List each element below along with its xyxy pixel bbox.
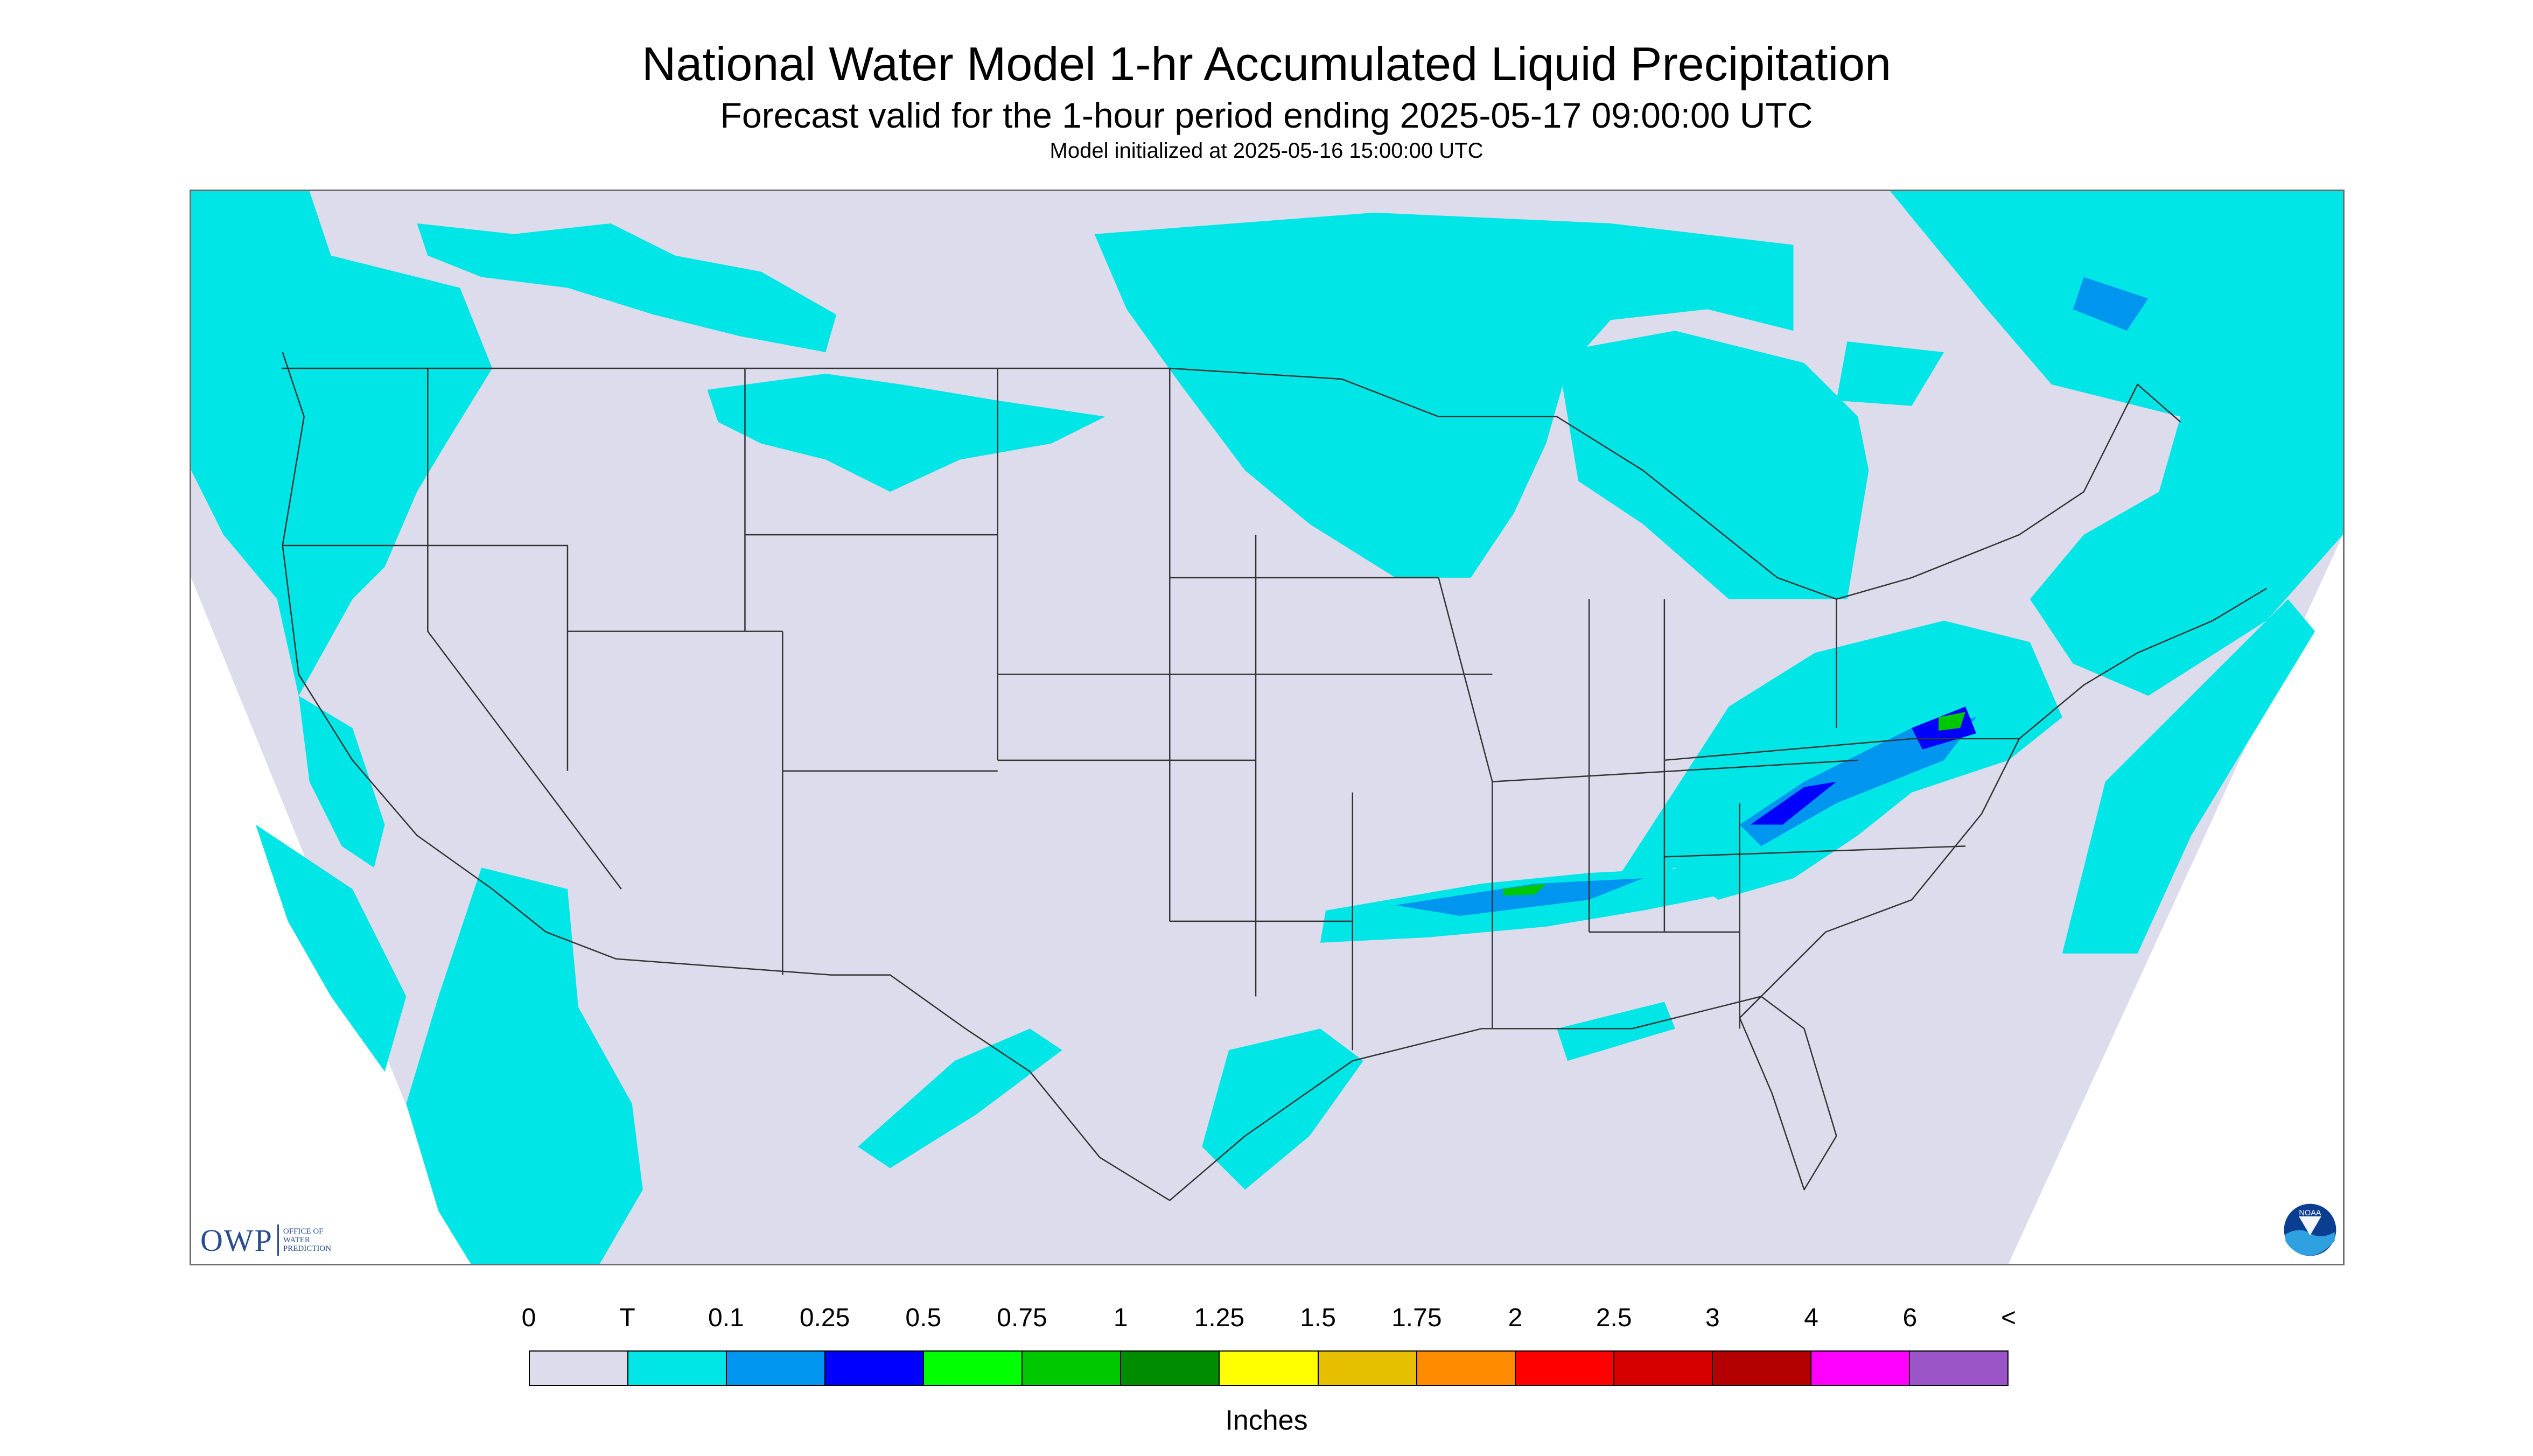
legend-unit: Inches bbox=[1225, 1405, 1308, 1436]
legend-label: 1 bbox=[1113, 1304, 1128, 1332]
legend-swatch bbox=[1909, 1352, 2007, 1385]
legend-swatch bbox=[924, 1352, 1023, 1385]
legend-swatch bbox=[1614, 1352, 1713, 1385]
legend-swatch bbox=[727, 1352, 826, 1385]
legend-label: 2 bbox=[1508, 1304, 1523, 1332]
legend-label: 0.75 bbox=[997, 1304, 1047, 1332]
legend-labels: 0 T 0.1 0.25 0.5 0.75 1 1.25 1.5 1.75 2 2.5 3 4 6 < bbox=[0, 1303, 2533, 1335]
precip-mod-ontario bbox=[2073, 277, 2149, 331]
noaa-logo-icon: NOAA bbox=[2282, 1202, 2338, 1258]
precip-atlantic-offshore bbox=[2062, 599, 2315, 954]
legend-swatch bbox=[1318, 1352, 1417, 1385]
model-init-note: Model initialized at 2025-05-16 15:00:00… bbox=[1049, 139, 1484, 163]
precip-mod-mid-atlantic bbox=[1739, 717, 1977, 846]
noaa-logo: NOAA bbox=[2282, 1202, 2338, 1258]
legend-swatch bbox=[1417, 1352, 1516, 1385]
owp-logo-text: OFFICE OF WATER PREDICTION bbox=[283, 1227, 331, 1253]
canada-us-border bbox=[281, 367, 2181, 600]
precip-pacific-northwest bbox=[191, 191, 493, 696]
owp-logo-letters: OWP bbox=[200, 1222, 273, 1258]
precip-idaho-montana-streaks bbox=[707, 373, 1105, 492]
precip-heavy-virginia bbox=[1750, 781, 1837, 825]
owp-logo-line2: WATER bbox=[283, 1236, 310, 1244]
map-canvas bbox=[191, 191, 2343, 1264]
legend-colorbar bbox=[529, 1350, 2009, 1386]
legend-label: 0 bbox=[521, 1304, 536, 1332]
legend-swatch bbox=[825, 1352, 925, 1385]
precip-ontario-streaks bbox=[1836, 341, 1944, 406]
precip-mod-southern-band bbox=[1395, 878, 1643, 916]
state-lines-west bbox=[282, 368, 1256, 975]
owp-logo-line3: PREDICTION bbox=[283, 1244, 332, 1253]
legend-swatch bbox=[1220, 1352, 1319, 1385]
legend-label: < bbox=[2000, 1304, 2017, 1332]
legend-swatch bbox=[1712, 1352, 1811, 1385]
precip-green-alabama bbox=[1503, 884, 1547, 896]
legend-label: 6 bbox=[1902, 1304, 1918, 1332]
precip-light-areas bbox=[191, 191, 2343, 1264]
owp-logo-divider bbox=[277, 1224, 279, 1256]
legend-swatch bbox=[628, 1352, 727, 1385]
legend-swatch bbox=[1023, 1352, 1122, 1385]
legend-swatch bbox=[1515, 1352, 1614, 1385]
owp-logo-line1: OFFICE OF bbox=[283, 1227, 324, 1236]
precip-green-chesapeake bbox=[1939, 712, 1966, 731]
legend-label: T bbox=[619, 1304, 635, 1332]
legend-swatch bbox=[1121, 1352, 1220, 1385]
legend-label: 3 bbox=[1705, 1304, 1720, 1332]
noaa-logo-text: NOAA bbox=[2299, 1209, 2321, 1217]
precip-green-areas bbox=[1503, 712, 1966, 896]
precip-mexico-streak bbox=[858, 1028, 1062, 1168]
legend-label: 2.5 bbox=[1596, 1304, 1632, 1332]
legend-swatch bbox=[530, 1352, 629, 1385]
west-coast bbox=[282, 352, 547, 933]
precip-great-lakes bbox=[1557, 331, 1869, 599]
legend-label: 1.5 bbox=[1300, 1304, 1336, 1332]
state-lines-central bbox=[1169, 368, 1858, 1051]
precip-pacific-south bbox=[255, 824, 407, 1072]
map-title: National Water Model 1-hr Accumulated Li… bbox=[641, 37, 1892, 90]
legend-swatch bbox=[1811, 1352, 1910, 1385]
state-lines-east bbox=[1588, 599, 2019, 1029]
precip-moderate-areas bbox=[1395, 277, 2149, 916]
precip-central-ca-coast bbox=[298, 696, 385, 868]
us-mexico-border bbox=[545, 931, 1170, 1201]
precip-gulf-coast-east bbox=[1557, 1002, 1675, 1061]
legend-label: 1.25 bbox=[1194, 1304, 1245, 1332]
owp-logo: OWP OFFICE OF WATER PREDICTION bbox=[200, 1221, 331, 1259]
legend-label: 0.5 bbox=[905, 1304, 942, 1332]
forecast-valid-subtitle: Forecast valid for the 1-hour period end… bbox=[720, 95, 1813, 135]
precip-baja-pacific bbox=[406, 867, 643, 1264]
precip-mid-atlantic-band bbox=[1611, 620, 2062, 900]
precip-upper-midwest-swirl bbox=[1094, 212, 1794, 578]
legend-label: 4 bbox=[1804, 1304, 1818, 1332]
precip-southeast-canada bbox=[1890, 191, 2343, 696]
legend-label: 0.1 bbox=[708, 1304, 744, 1332]
legend-label: 1.75 bbox=[1391, 1304, 1442, 1332]
political-boundaries bbox=[281, 352, 2267, 1201]
precipitation-map bbox=[190, 190, 2345, 1265]
legend-label: 0.25 bbox=[799, 1304, 850, 1332]
precip-canada-west-band bbox=[417, 223, 837, 353]
